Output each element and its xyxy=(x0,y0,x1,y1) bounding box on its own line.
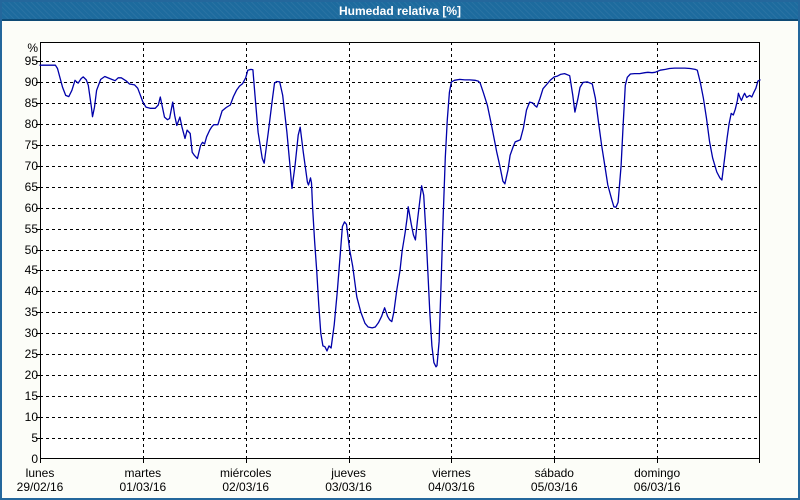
y-tick-label: 80 xyxy=(24,116,38,131)
x-day-label: lunes 29/02/16 xyxy=(2,466,90,494)
y-tick-label: 95 xyxy=(24,54,38,68)
x-day-label: miércoles 02/03/16 xyxy=(196,466,296,494)
y-tick-label: 35 xyxy=(24,305,38,320)
y-tick-label: 55 xyxy=(24,221,38,236)
x-day-date: 06/03/16 xyxy=(633,480,681,494)
y-tick-label: 40 xyxy=(24,284,38,299)
x-day-date: 03/03/16 xyxy=(325,480,372,494)
y-tick-label: 15 xyxy=(24,389,38,404)
y-tick-label: 90 xyxy=(24,74,38,89)
x-day-date: 01/03/16 xyxy=(119,480,167,494)
y-tick-label: 0 xyxy=(31,452,38,466)
x-day-date: 05/03/16 xyxy=(530,480,578,494)
y-tick-label: 70 xyxy=(24,158,38,173)
y-tick-label: 45 xyxy=(24,263,38,278)
y-axis-unit-label: % xyxy=(27,41,38,55)
x-day-label: jueves 03/03/16 xyxy=(299,466,399,494)
x-day-label: viernes 04/03/16 xyxy=(401,466,501,494)
y-tick-label: 5 xyxy=(31,431,38,446)
x-day-date: 02/03/16 xyxy=(222,480,270,494)
y-tick-label: 60 xyxy=(24,200,38,215)
chart-title-bar: Humedad relativa [%] xyxy=(2,2,798,21)
x-day-name: domingo xyxy=(634,466,681,480)
x-day-name: lunes xyxy=(25,466,55,480)
y-tick-label: 20 xyxy=(24,368,38,383)
y-tick-label: 10 xyxy=(24,410,38,425)
x-day-date: 29/02/16 xyxy=(16,480,64,494)
chart-title: Humedad relativa [%] xyxy=(338,3,462,18)
x-day-date: 04/03/16 xyxy=(428,480,475,494)
humidity-line-chart xyxy=(36,42,761,463)
y-tick-label: 65 xyxy=(24,179,38,194)
y-tick-label: 25 xyxy=(24,347,38,362)
x-day-name: sábado xyxy=(534,466,574,480)
x-day-name: martes xyxy=(124,466,162,480)
y-tick-label: 30 xyxy=(24,326,38,341)
y-tick-label: 50 xyxy=(24,242,38,257)
x-day-name: viernes xyxy=(432,466,471,480)
y-tick-label: 85 xyxy=(24,95,38,110)
x-day-name: miércoles xyxy=(220,466,272,480)
x-day-label: sábado 05/03/16 xyxy=(504,466,604,494)
y-tick-label: 75 xyxy=(24,137,38,152)
x-day-name: jueves xyxy=(331,466,366,480)
x-day-label: domingo 06/03/16 xyxy=(607,466,707,494)
x-day-label: martes 01/03/16 xyxy=(93,466,193,494)
